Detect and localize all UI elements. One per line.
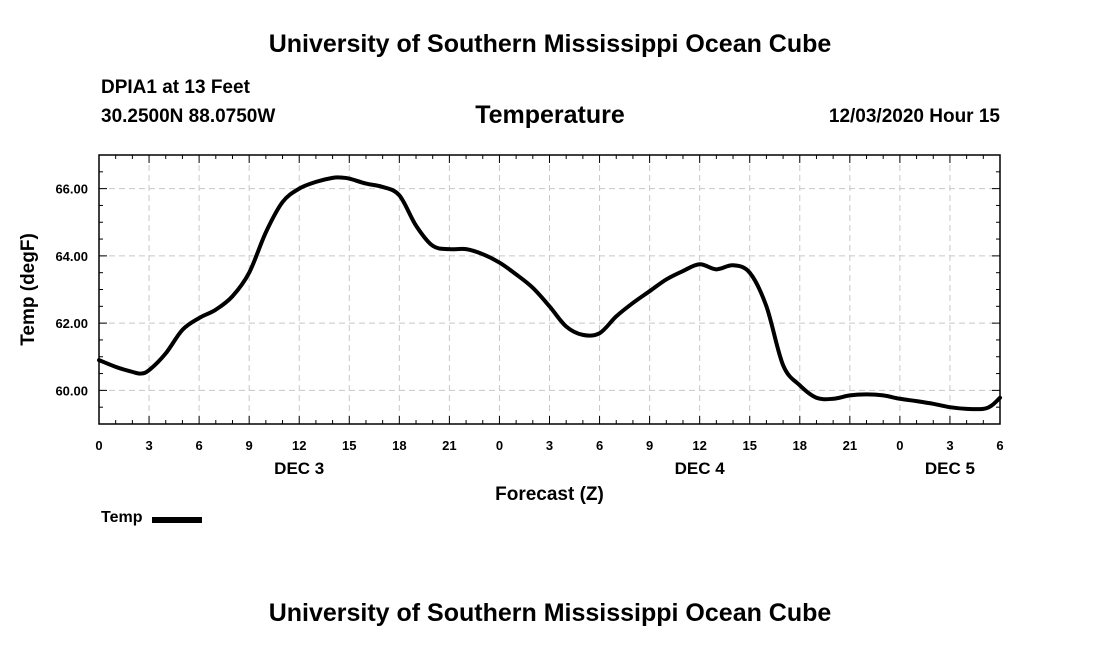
x-tick-label: 0 (496, 438, 503, 453)
temp-series-line (97, 175, 1002, 412)
x-tick-label: 12 (292, 438, 306, 453)
y-tick-label: 66.00 (55, 182, 88, 197)
x-tick-label: 21 (843, 438, 857, 453)
y-tick-label: 64.00 (55, 249, 88, 264)
x-tick-label: 9 (646, 438, 653, 453)
x-tick-label: 15 (342, 438, 356, 453)
x-tick-label: 6 (195, 438, 202, 453)
x-tick-label: 21 (442, 438, 456, 453)
x-tick-label: 6 (596, 438, 603, 453)
legend-swatch (152, 516, 203, 523)
legend: Temp (101, 509, 203, 527)
x-tick-label: 18 (392, 438, 406, 453)
day-label: DEC 4 (675, 459, 726, 478)
footer-title: University of Southern Mississippi Ocean… (268, 599, 832, 627)
page-title: University of Southern Mississippi Ocean… (268, 30, 832, 58)
y-axis-label: Temp (degF) (18, 233, 39, 346)
chart-title: Temperature (475, 101, 625, 129)
x-tick-label: 15 (742, 438, 756, 453)
x-tick-label: 3 (946, 438, 953, 453)
x-tick-label: 0 (95, 438, 102, 453)
y-tick-label: 62.00 (55, 316, 88, 331)
y-tick-label: 60.00 (55, 383, 88, 398)
x-tick-label: 3 (546, 438, 553, 453)
day-label: DEC 3 (274, 459, 324, 478)
x-tick-label: 3 (145, 438, 152, 453)
day-label: DEC 5 (925, 459, 975, 478)
x-tick-label: 6 (996, 438, 1003, 453)
x-tick-label: 18 (793, 438, 807, 453)
legend-label: Temp (101, 509, 143, 526)
station-label: DPIA1 at 13 Feet (101, 77, 250, 98)
x-tick-label: 9 (246, 438, 253, 453)
x-tick-label: 12 (692, 438, 706, 453)
datetime-label: 12/03/2020 Hour 15 (828, 106, 1000, 127)
x-axis-label: Forecast (Z) (495, 484, 604, 505)
coordinates-label: 30.2500N 88.0750W (101, 106, 276, 127)
x-tick-label: 0 (896, 438, 903, 453)
